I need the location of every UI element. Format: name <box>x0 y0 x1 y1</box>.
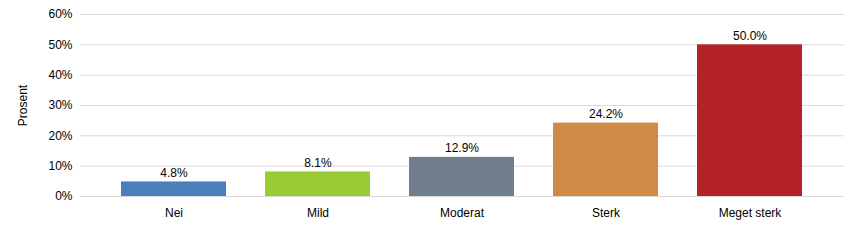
svg-text:10%: 10% <box>48 159 72 173</box>
svg-text:24.2%: 24.2% <box>589 107 623 121</box>
svg-text:Meget sterk: Meget sterk <box>719 206 783 220</box>
svg-text:40%: 40% <box>48 68 72 82</box>
svg-text:Moderat: Moderat <box>440 206 485 220</box>
svg-text:30%: 30% <box>48 98 72 112</box>
svg-text:60%: 60% <box>48 7 72 21</box>
svg-text:Prosent: Prosent <box>16 84 30 126</box>
svg-text:8.1%: 8.1% <box>304 156 332 170</box>
svg-text:Nei: Nei <box>165 206 183 220</box>
svg-text:0%: 0% <box>55 189 73 203</box>
svg-text:Mild: Mild <box>307 206 329 220</box>
svg-text:4.8%: 4.8% <box>160 166 188 180</box>
svg-text:50.0%: 50.0% <box>733 29 767 43</box>
svg-text:Sterk: Sterk <box>592 206 621 220</box>
svg-text:50%: 50% <box>48 38 72 52</box>
svg-text:12.9%: 12.9% <box>445 141 479 155</box>
svg-text:20%: 20% <box>48 129 72 143</box>
